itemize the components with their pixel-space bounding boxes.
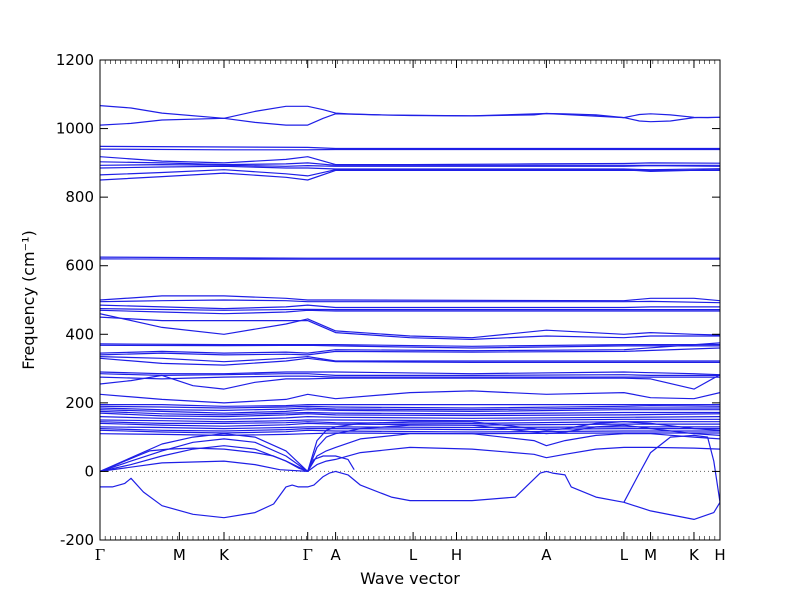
band-line-5 (100, 156, 720, 166)
band-line-52 (623, 501, 720, 520)
band-line-23 (100, 347, 720, 356)
band-line-2 (100, 112, 720, 126)
band-line-35 (100, 410, 720, 416)
x-axis-label: Wave vector (360, 569, 460, 588)
band-line-16 (100, 308, 720, 311)
y-tick-label: 400 (65, 325, 94, 343)
band-line-38 (100, 418, 720, 423)
band-line-31 (100, 404, 720, 407)
band-line-44 (100, 432, 720, 436)
band-line-46 (100, 424, 720, 472)
band-line-28 (100, 375, 720, 380)
band-line-48 (100, 446, 720, 472)
plot-frame (99, 59, 721, 541)
band-line-15 (100, 304, 720, 310)
band-line-40 (100, 422, 720, 427)
band-line-25 (100, 357, 720, 366)
x-minor-ticks (104, 60, 716, 540)
band-line-39 (100, 421, 720, 424)
x-tick-label: A (541, 546, 552, 564)
x-tick-label: L (409, 546, 418, 564)
y-axis-label: Frequency (cm⁻¹) (19, 230, 38, 369)
band-line-13 (100, 295, 720, 302)
band-line-8 (100, 165, 720, 171)
band-line-34 (100, 409, 720, 414)
x-tick-label: M (173, 546, 186, 564)
x-tick-label: M (644, 546, 657, 564)
band-line-45 (100, 421, 720, 472)
band-line-50 (100, 470, 625, 519)
y-tick-label: 600 (65, 257, 94, 275)
x-tick-label: H (451, 546, 462, 564)
band-line-51 (623, 434, 720, 503)
band-line-32 (100, 405, 720, 409)
band-line-10 (100, 169, 720, 181)
band-line-42 (100, 428, 720, 432)
band-line-37 (100, 416, 720, 420)
band-line-19 (100, 316, 720, 340)
y-tick-label: 1200 (56, 51, 94, 69)
band-line-36 (100, 412, 720, 418)
band-line-14 (100, 299, 720, 304)
x-tick-label: L (620, 546, 629, 564)
band-line-30 (100, 390, 720, 404)
band-line-6 (100, 161, 720, 166)
band-line-29 (100, 374, 720, 390)
y-tick-label: 1000 (56, 120, 94, 138)
x-tick-label: K (219, 546, 230, 564)
x-tick-label: Γ (302, 546, 312, 564)
band-line-18 (100, 313, 720, 339)
band-line-4 (100, 148, 720, 151)
band-line-24 (100, 356, 720, 363)
band-line-3 (100, 145, 720, 150)
band-line-33 (100, 407, 720, 411)
band-line-17 (100, 309, 720, 315)
band-line-47 (100, 433, 720, 472)
band-line-26 (100, 371, 720, 376)
y-axis-ticks: -200 0 200 400 600 800 1000 1200 (56, 51, 720, 549)
band-line-11 (100, 256, 720, 259)
y-tick-label: 200 (65, 394, 94, 412)
band-line-22 (100, 342, 720, 354)
y-tick-label: -200 (60, 531, 94, 549)
band-lines (100, 105, 720, 520)
band-line-7 (100, 164, 720, 167)
y-tick-label: 0 (84, 462, 94, 480)
x-tick-label: A (330, 546, 341, 564)
band-line-27 (100, 373, 720, 376)
x-tick-label: Γ (95, 546, 105, 564)
x-tick-label: H (714, 546, 725, 564)
y-tick-label: 800 (65, 188, 94, 206)
band-line-49 (100, 447, 355, 472)
band-line-21 (100, 344, 720, 349)
x-tick-label: K (689, 546, 700, 564)
band-line-20 (100, 343, 720, 347)
band-line-43 (100, 429, 720, 434)
